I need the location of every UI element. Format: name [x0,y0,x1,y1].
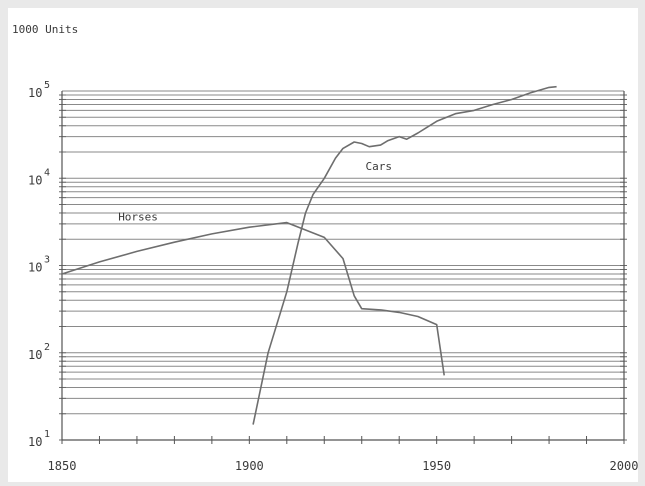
series-group [61,85,557,425]
grid [62,90,624,441]
y-axis-label: 1000 Units [12,23,78,36]
x-tick-label: 1850 [48,459,77,473]
y-tick-exponent: 5 [44,80,50,91]
y-tick-label: 10 [28,261,42,275]
y-tick-label: 10 [28,348,42,362]
x-tick-label: 2000 [610,459,639,473]
series-label-cars: Cars [365,160,392,173]
y-tick-label: 10 [28,435,42,449]
series-label-horses: Horses [118,210,158,223]
series-line-cars [252,85,557,425]
x-tick-label: 1950 [422,459,451,473]
plot-paper [8,8,638,482]
y-tick-exponent: 1 [44,429,50,440]
x-tick-label: 1900 [235,459,264,473]
y-tick-exponent: 4 [44,167,50,178]
y-tick-exponent: 3 [44,255,50,266]
y-tick-exponent: 2 [44,342,50,353]
series-line-horses [61,221,445,376]
y-tick-label: 10 [28,173,42,187]
axes [59,91,627,444]
y-tick-label: 10 [28,86,42,100]
